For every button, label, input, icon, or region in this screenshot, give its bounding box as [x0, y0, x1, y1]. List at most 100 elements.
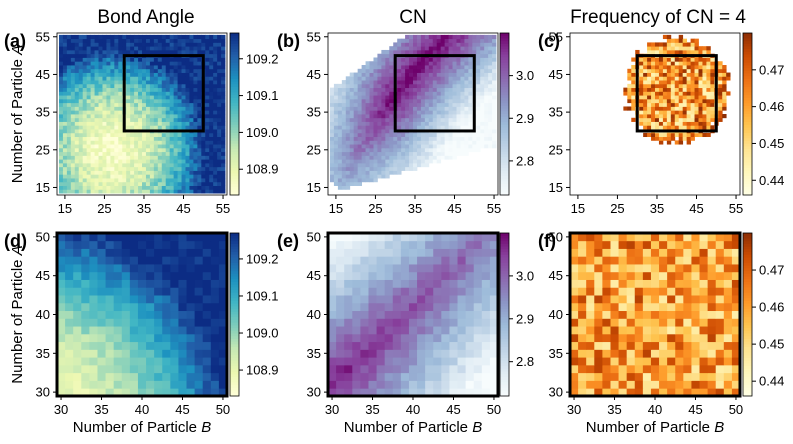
heatmap-cell: [217, 76, 222, 81]
heatmap-cell: [368, 388, 377, 397]
heatmap-cell: [129, 349, 139, 358]
heatmap-cell: [98, 178, 103, 183]
heatmap-cell: [460, 144, 465, 149]
heatmap-cell: [352, 256, 361, 265]
heatmap-cell: [357, 91, 362, 96]
colorbar-segment: [500, 33, 509, 37]
heatmap-cell: [90, 151, 95, 156]
heatmap-cell: [142, 98, 147, 104]
heatmap-cell: [130, 114, 135, 119]
heatmap-cell: [62, 136, 68, 141]
heatmap-cell: [397, 151, 402, 156]
heatmap-cell: [78, 91, 84, 96]
heatmap-cell: [161, 132, 167, 138]
heatmap-cell: [694, 83, 699, 89]
heatmap-cell: [118, 65, 123, 70]
heatmap-cell: [460, 117, 465, 122]
colorbar-segment: [500, 103, 509, 107]
heatmap-cell: [205, 136, 210, 141]
heatmap-cell: [209, 91, 214, 96]
heatmap-cell: [98, 166, 103, 171]
heatmap-cell: [217, 98, 222, 104]
heatmap-cell: [405, 80, 410, 85]
heatmap-cell: [122, 170, 127, 175]
heatmap-cell: [210, 318, 220, 327]
heatmap-cell: [94, 68, 99, 73]
heatmap-cell: [197, 155, 202, 160]
heatmap-cell: [189, 136, 194, 141]
heatmap-cell: [452, 155, 457, 160]
colorbar-segment: [500, 111, 509, 115]
heatmap-cell: [409, 68, 414, 73]
heatmap-cell: [361, 159, 366, 164]
heatmap-cell: [202, 264, 212, 273]
heatmap-cell: [476, 132, 481, 138]
heatmap-cell: [441, 388, 450, 397]
heatmap-cell: [66, 34, 72, 40]
heatmap-cell: [202, 380, 212, 389]
heatmap-cell: [142, 121, 147, 126]
heatmap-cell: [178, 333, 187, 343]
heatmap-cell: [337, 114, 343, 119]
heatmap-cell: [145, 185, 151, 190]
heatmap-cell: [381, 151, 386, 156]
heatmap-cell: [89, 240, 98, 249]
heatmap-cell: [181, 34, 186, 40]
heatmap-cell: [424, 65, 430, 70]
heatmap-cell: [173, 110, 178, 115]
heatmap-cell: [662, 76, 668, 81]
heatmap-cell: [118, 72, 123, 77]
heatmap-cell: [58, 132, 64, 138]
heatmap-cell: [686, 121, 691, 126]
heatmap-cell: [473, 349, 483, 358]
heatmap-cell: [472, 46, 477, 51]
heatmap-cell: [389, 114, 394, 119]
heatmap-cell: [138, 57, 143, 62]
heatmap-cell: [169, 38, 175, 43]
heatmap-cell: [405, 110, 410, 115]
heatmap-cell: [420, 87, 426, 92]
heatmap-cell: [161, 98, 167, 104]
heatmap-cell: [185, 42, 190, 47]
heatmap-cell: [78, 121, 84, 126]
heatmap-cell: [218, 287, 228, 296]
heatmap-cell: [449, 372, 458, 381]
heatmap-cell: [424, 34, 430, 40]
heatmap-cell: [631, 65, 636, 70]
heatmap-cell: [424, 159, 430, 164]
heatmap-cell: [165, 121, 171, 126]
heatmap-cell: [217, 38, 222, 43]
colorbar-segment: [230, 189, 239, 193]
heatmap-cell: [473, 357, 483, 366]
heatmap-cell: [440, 42, 446, 47]
heatmap-cell: [66, 80, 72, 85]
heatmap-cell: [114, 34, 119, 40]
heatmap-cell: [492, 132, 497, 138]
heatmap-cell: [57, 233, 66, 242]
colorbar-segment: [500, 57, 509, 61]
heatmap-cell: [106, 117, 111, 122]
heatmap-cell: [161, 65, 167, 70]
heatmap-cell: [161, 57, 167, 62]
heatmap-cell: [357, 117, 362, 122]
heatmap-cell: [484, 129, 489, 134]
heatmap-cell: [89, 310, 98, 319]
heatmap-cell: [337, 144, 343, 149]
heatmap-cell: [488, 117, 493, 122]
heatmap-cell: [662, 110, 668, 115]
heatmap-cell: [448, 83, 453, 89]
heatmap-cell: [218, 279, 228, 288]
heatmap-cell: [392, 240, 402, 249]
heatmap-cell: [424, 144, 430, 149]
heatmap-cell: [401, 140, 406, 145]
heatmap-cell: [409, 166, 414, 171]
heatmap-cell: [138, 181, 143, 186]
heatmap-cell: [70, 140, 76, 145]
heatmap-cell: [602, 380, 611, 389]
heatmap-cell: [86, 121, 91, 126]
heatmap-cell: [377, 162, 382, 168]
heatmap-cell: [376, 388, 386, 397]
heatmap-cell: [345, 162, 351, 168]
colorbar-segment: [230, 319, 239, 324]
heatmap-cell: [118, 61, 123, 66]
